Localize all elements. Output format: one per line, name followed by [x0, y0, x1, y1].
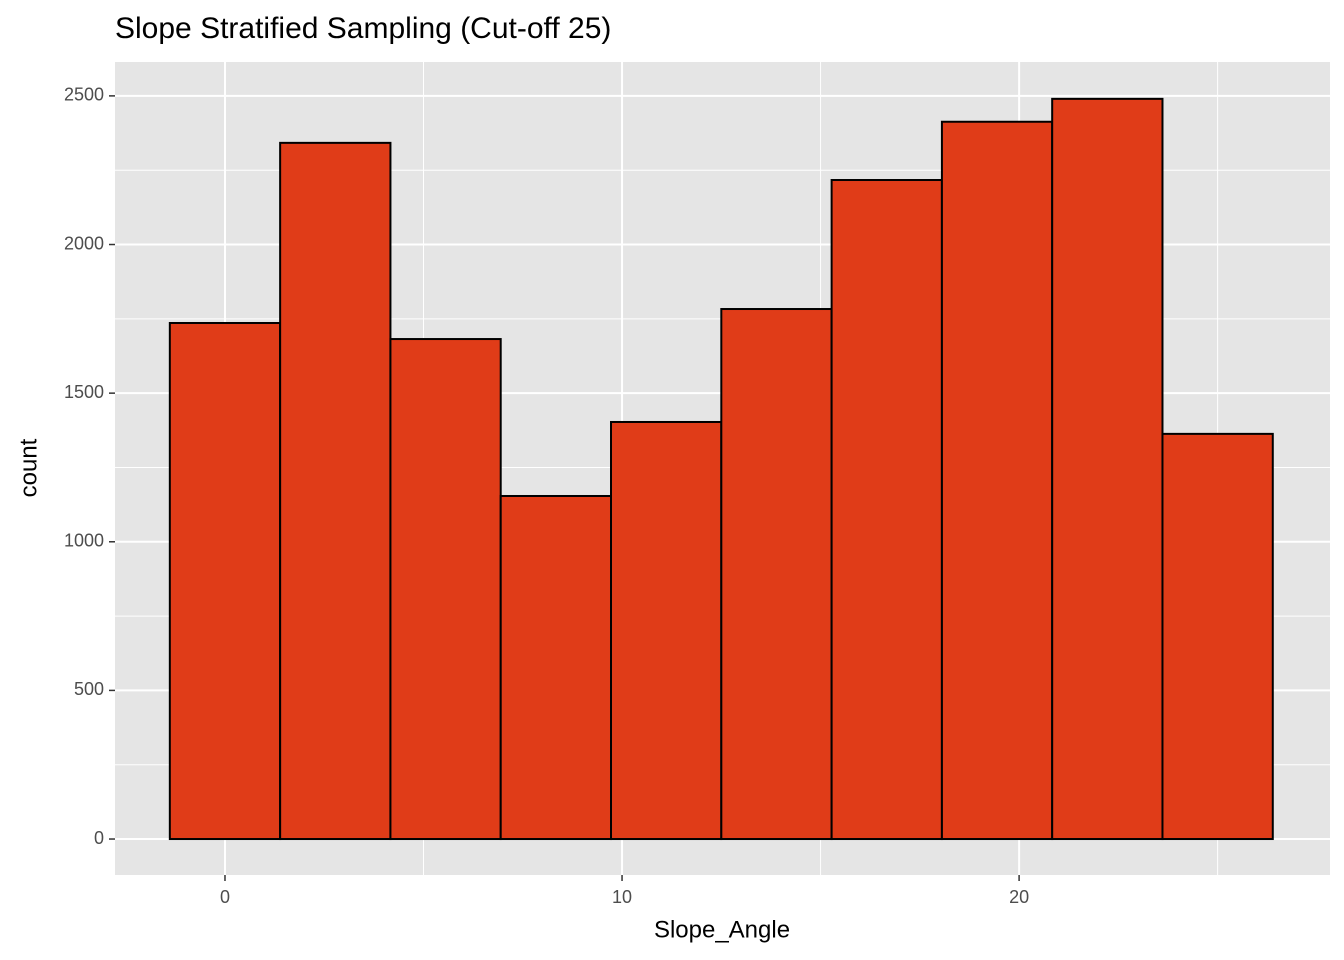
bar: [168, 321, 282, 841]
bar: [940, 120, 1054, 841]
bar: [610, 420, 723, 841]
y-tick-label: 2000: [64, 233, 104, 253]
bar: [720, 308, 833, 841]
y-tick-label: 1500: [64, 382, 104, 402]
y-axis-title: count: [15, 438, 42, 497]
x-axis-title: Slope_Angle: [654, 916, 790, 943]
bar: [830, 179, 943, 841]
y-tick-label: 2500: [64, 85, 104, 105]
bar: [279, 141, 392, 841]
y-tick-label: 0: [94, 828, 104, 848]
bar: [1161, 432, 1274, 841]
bar: [1051, 97, 1164, 841]
y-tick-label: 500: [74, 679, 104, 699]
x-tick-label: 0: [220, 887, 230, 907]
chart-title: Slope Stratified Sampling (Cut-off 25): [115, 12, 611, 45]
y-tick-label: 1000: [64, 531, 104, 551]
x-tick-label: 10: [612, 887, 632, 907]
bar: [499, 494, 613, 841]
x-tick-label: 20: [1009, 887, 1029, 907]
bar: [389, 338, 502, 841]
